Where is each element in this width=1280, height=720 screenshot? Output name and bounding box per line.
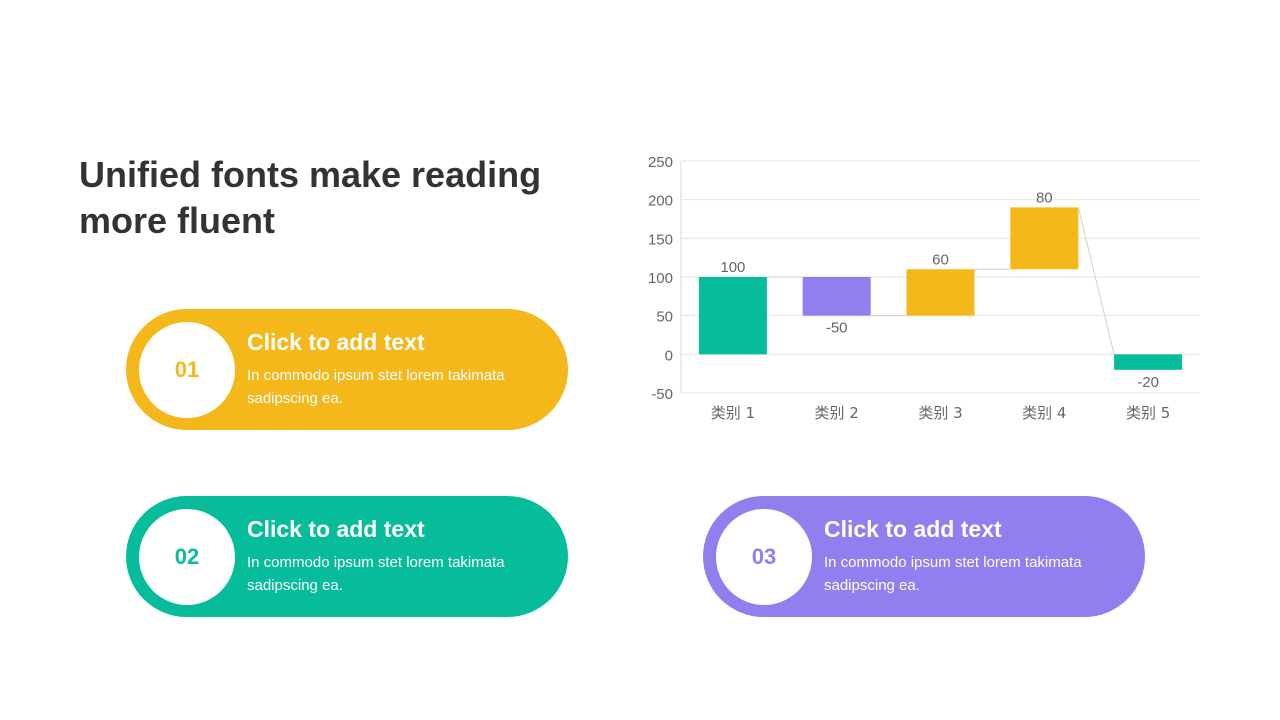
card-body[interactable]: In commodo ipsum stet lorem takimata sad… [247,367,505,407]
data-label: -50 [826,320,848,337]
data-label: 80 [1036,189,1053,206]
card-02[interactable]: 02 Click to add text In commodo ipsum st… [126,496,568,617]
x-tick-label: 类别 1 [711,404,755,422]
bar [1010,207,1079,270]
y-tick-label: 200 [648,193,673,210]
card-01[interactable]: 01 Click to add text In commodo ipsum st… [126,309,568,430]
card-body[interactable]: In commodo ipsum stet lorem takimata sad… [247,554,505,594]
y-tick-label: 100 [648,270,673,287]
page-title: Unified fonts make reading more fluent [79,154,542,241]
card-heading[interactable]: Click to add text [824,516,1002,542]
card-heading[interactable]: Click to add text [247,329,425,355]
bar [802,277,871,316]
y-tick-label: 0 [665,347,673,364]
card-heading[interactable]: Click to add text [247,516,425,542]
data-label: 100 [720,259,745,276]
card-03[interactable]: 03 Click to add text In commodo ipsum st… [703,496,1145,617]
card-body[interactable]: In commodo ipsum stet lorem takimata sad… [824,554,1082,594]
card-number-badge: 02 [139,509,235,605]
x-tick-label: 类别 2 [815,404,859,422]
y-tick-label: 150 [648,231,673,248]
data-label: 60 [932,251,949,268]
bar [1114,354,1183,370]
card-number-badge: 01 [139,322,235,418]
bar [698,277,767,355]
x-tick-label: 类别 4 [1022,404,1066,422]
y-tick-label: 50 [656,309,673,326]
x-tick-label: 类别 5 [1126,404,1170,422]
y-tick-label: -50 [651,386,673,403]
connector-line [1077,207,1115,355]
bar [906,269,975,316]
y-tick-label: 250 [648,154,673,171]
data-label: -20 [1137,374,1159,391]
x-tick-label: 类别 3 [918,404,962,422]
card-number-badge: 03 [716,509,812,605]
